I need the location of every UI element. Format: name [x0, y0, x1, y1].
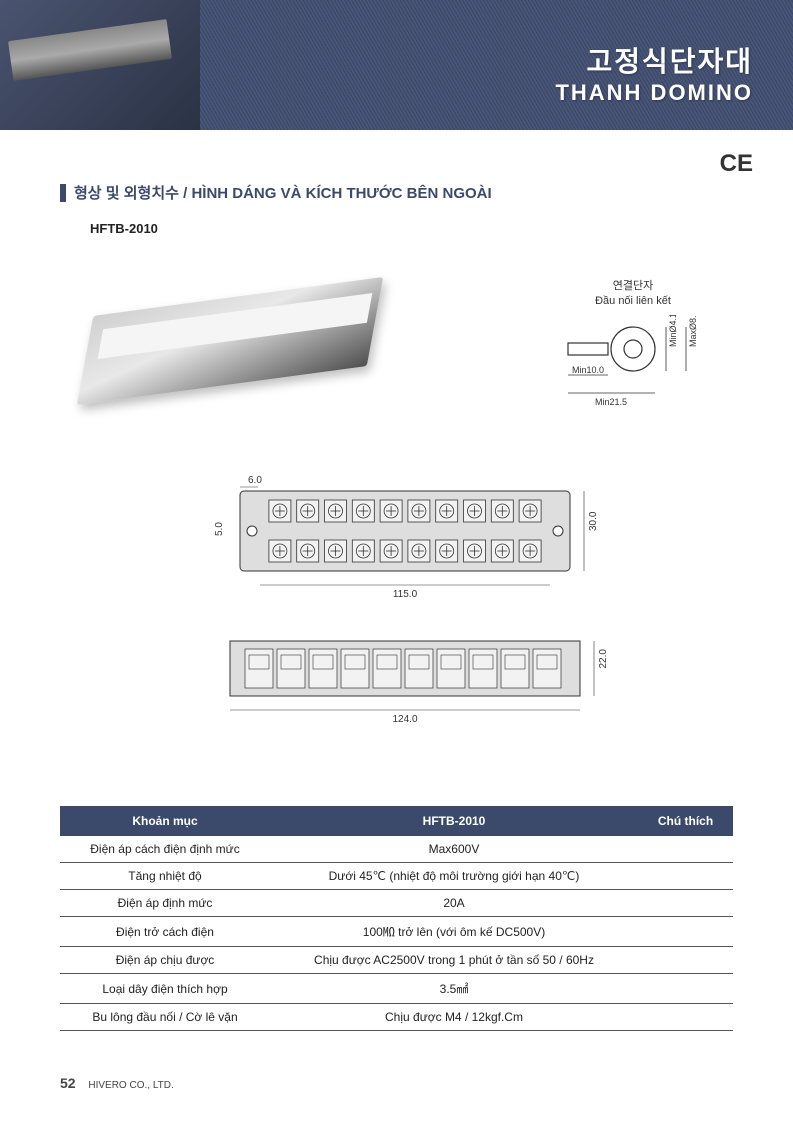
- svg-text:124.0: 124.0: [392, 714, 417, 725]
- table-cell: Loại dây điện thích hợp: [60, 974, 270, 1004]
- banner-product-photo: [0, 0, 200, 130]
- footer: 52 HIVERO CO., LTD.: [60, 1075, 174, 1091]
- svg-text:MinØ4.1: MinØ4.1: [668, 315, 678, 347]
- section-heading-text: 형상 및 외형치수 / HÌNH DÁNG VÀ KÍCH THƯỚC BÊN …: [74, 182, 492, 203]
- table-row: Điện trở cách điện100㏁ trở lên (với ôm k…: [60, 917, 733, 947]
- svg-text:MaxØ8.3: MaxØ8.3: [688, 315, 698, 347]
- table-cell: [638, 836, 733, 863]
- product-isometric-image: [60, 256, 400, 436]
- table-cell: Tăng nhiệt độ: [60, 863, 270, 890]
- table-cell: [638, 974, 733, 1004]
- header-banner: 고정식단자대 THANH DOMINO: [0, 0, 793, 130]
- table-cell: Điện áp chịu được: [60, 947, 270, 974]
- table-row: Bu lông đầu nối / Cờ lê vặnChịu được M4 …: [60, 1004, 733, 1031]
- svg-text:Min10.0: Min10.0: [572, 365, 604, 375]
- svg-text:6.0: 6.0: [248, 475, 262, 486]
- table-row: Điện áp chịu đượcChịu được AC2500V trong…: [60, 947, 733, 974]
- table-cell: [638, 863, 733, 890]
- table-cell: 3.5㎟: [270, 974, 638, 1004]
- table-cell: Bu lông đầu nối / Cờ lê vặn: [60, 1004, 270, 1031]
- table-cell: Chịu được M4 / 12kgf.Cm: [270, 1004, 638, 1031]
- table-cell: Max600V: [270, 836, 638, 863]
- svg-text:30.0: 30.0: [588, 511, 599, 531]
- top-view-drawing: 6.05.0115.030.0: [210, 466, 590, 621]
- th-model: HFTB-2010: [270, 806, 638, 836]
- specification-table: Khoản mục HFTB-2010 Chú thích Điện áp cá…: [60, 806, 733, 1031]
- company-name: HIVERO CO., LTD.: [88, 1080, 173, 1091]
- model-name: HFTB-2010: [90, 221, 733, 236]
- connector-label-vi: Đầu nối liên kết: [533, 294, 733, 309]
- table-cell: [638, 947, 733, 974]
- page-number: 52: [60, 1075, 76, 1091]
- table-row: Loại dây điện thích hợp3.5㎟: [60, 974, 733, 1004]
- svg-text:115.0: 115.0: [393, 589, 418, 600]
- table-cell: Điện áp cách điện định mức: [60, 836, 270, 863]
- table-cell: [638, 917, 733, 947]
- table-cell: Dưới 45℃ (nhiệt độ môi trường giới hạn 4…: [270, 863, 638, 890]
- connector-label-ko: 연결단자: [533, 279, 733, 294]
- connector-diagram: 연결단자 Đầu nối liên kết Min10.0 Min21.5 MinØ…: [533, 279, 733, 414]
- th-item: Khoản mục: [60, 806, 270, 836]
- table-cell: 20A: [270, 890, 638, 917]
- table-row: Điện áp định mức20A: [60, 890, 733, 917]
- svg-text:Min21.5: Min21.5: [595, 397, 627, 407]
- svg-text:22.0: 22.0: [598, 649, 609, 669]
- th-note: Chú thích: [638, 806, 733, 836]
- banner-title-en: THANH DOMINO: [555, 80, 753, 106]
- side-view-drawing: 124.0 22.0: [210, 631, 610, 746]
- svg-text:5.0: 5.0: [214, 522, 225, 536]
- table-cell: [638, 1004, 733, 1031]
- table-header-row: Khoản mục HFTB-2010 Chú thích: [60, 806, 733, 836]
- table-cell: [638, 890, 733, 917]
- table-cell: Chịu được AC2500V trong 1 phút ở tần số …: [270, 947, 638, 974]
- section-heading: 형상 및 외형치수 / HÌNH DÁNG VÀ KÍCH THƯỚC BÊN …: [60, 182, 733, 203]
- banner-title-ko: 고정식단자대: [555, 40, 753, 80]
- technical-drawings: 6.0 5.0 115.0 30.0 124.0 22.0: [60, 466, 733, 756]
- connector-svg: Min10.0 Min21.5 MinØ4.1 MaxØ8.3: [548, 315, 718, 410]
- section-bar-icon: [60, 184, 66, 202]
- ce-mark: CE: [720, 150, 753, 178]
- table-cell: Điện áp định mức: [60, 890, 270, 917]
- table-row: Tăng nhiệt độDưới 45℃ (nhiệt độ môi trườ…: [60, 863, 733, 890]
- table-cell: 100㏁ trở lên (với ôm kế DC500V): [270, 917, 638, 947]
- banner-titles: 고정식단자대 THANH DOMINO: [555, 40, 753, 106]
- figure-row: 연결단자 Đầu nối liên kết Min10.0 Min21.5 MinØ…: [60, 256, 733, 436]
- table-cell: Điện trở cách điện: [60, 917, 270, 947]
- table-row: Điện áp cách điện định mứcMax600V: [60, 836, 733, 863]
